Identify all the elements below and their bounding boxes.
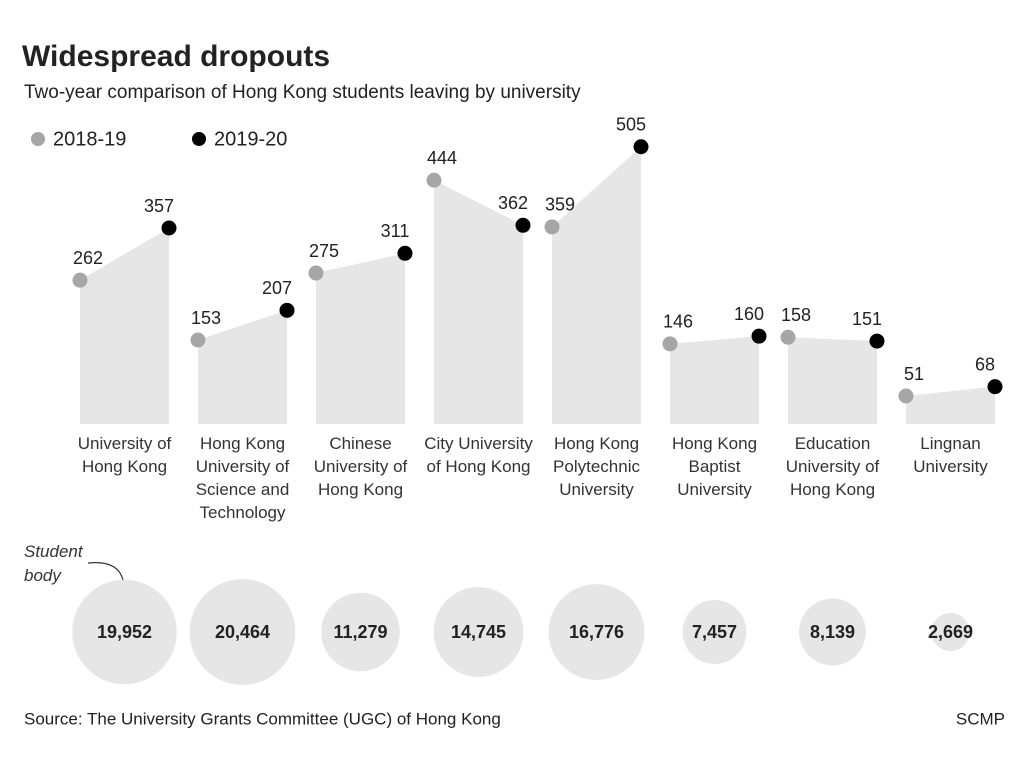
area [670, 336, 759, 424]
credit: SCMP [956, 709, 1005, 728]
category-label: Hong Kong Baptist University [671, 434, 758, 499]
data-label: 362 [498, 193, 528, 213]
area [316, 253, 405, 424]
bubble-value: 16,776 [569, 622, 624, 642]
data-label: 151 [852, 309, 882, 329]
chart-title: Widespread dropouts [22, 40, 330, 73]
bubble-value: 8,139 [810, 622, 855, 642]
data-label: 68 [975, 354, 995, 374]
legend-marker [192, 132, 206, 146]
data-label: 505 [616, 115, 646, 135]
area [552, 146, 641, 424]
category-label: Lingnan University [913, 434, 988, 476]
point [190, 332, 206, 348]
bubble [189, 579, 296, 685]
bubble-value: 11,279 [333, 622, 387, 642]
category-label: Education University of Hong Kong [785, 434, 880, 499]
bubble [548, 584, 645, 680]
data-label: 158 [781, 305, 811, 325]
bubble-value: 20,464 [215, 622, 270, 642]
area [788, 337, 877, 424]
area [80, 228, 169, 424]
data-label: 444 [427, 148, 457, 168]
data-label: 207 [262, 278, 292, 298]
source: Source: The University Grants Committee … [24, 709, 501, 728]
legend-marker [31, 132, 45, 146]
bubble-value: 19,952 [97, 622, 152, 642]
data-label: 153 [191, 308, 221, 328]
bubble [931, 612, 970, 652]
point [515, 217, 531, 233]
area [434, 180, 523, 424]
point [544, 219, 560, 235]
bubble-label: Student body [24, 542, 83, 585]
point [308, 265, 324, 281]
point [279, 302, 295, 318]
bubble [72, 579, 177, 685]
category-label: City University of Hong Kong [424, 434, 533, 476]
bubble [799, 598, 866, 666]
data-label: 311 [381, 221, 410, 241]
data-label: 275 [309, 241, 339, 261]
data-label: 262 [73, 248, 103, 268]
bubble [321, 592, 400, 672]
point [426, 172, 442, 188]
chart-subtitle: Two-year comparison of Hong Kong student… [24, 82, 581, 103]
category-label: Hong Kong Polytechnic University [553, 434, 640, 499]
bubble-value: 14,745 [451, 622, 506, 642]
area [906, 386, 995, 424]
data-label: 359 [545, 195, 575, 215]
area [198, 310, 287, 424]
legend-label: 2018-19 [53, 128, 126, 150]
data-label: 146 [663, 312, 693, 332]
point [662, 336, 678, 352]
point [161, 220, 177, 236]
bubble-value: 7,457 [692, 622, 737, 642]
point [869, 333, 885, 349]
point [397, 245, 413, 261]
point [72, 272, 88, 288]
data-label: 51 [904, 364, 924, 384]
bubble [682, 600, 747, 664]
point [780, 329, 796, 345]
legend-label: 2019-20 [214, 128, 287, 150]
point [751, 328, 767, 344]
point [987, 379, 1003, 395]
data-label: 160 [734, 304, 764, 324]
data-label: 357 [144, 196, 174, 216]
point [898, 388, 914, 404]
bubble-value: 2,669 [928, 622, 973, 642]
connector [87, 562, 124, 581]
category-label: Hong Kong University of Science and Tech… [195, 434, 290, 522]
category-label: University of Hong Kong [77, 434, 172, 476]
point [633, 139, 649, 155]
category-label: Chinese University of Hong Kong [313, 434, 408, 499]
bubble [433, 587, 524, 677]
